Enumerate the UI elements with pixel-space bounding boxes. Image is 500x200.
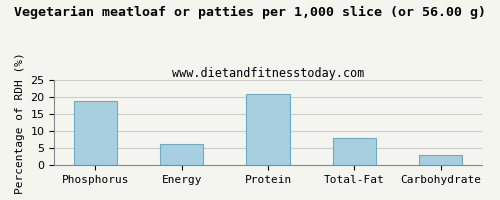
Bar (419, 155, 463, 165)
Bar (333, 138, 376, 165)
Bar (74, 101, 117, 165)
Y-axis label: Percentage of RDH (%): Percentage of RDH (%) (15, 52, 25, 194)
Text: Vegetarian meatloaf or patties per 1,000 slice (or 56.00 g): Vegetarian meatloaf or patties per 1,000… (14, 6, 486, 19)
Bar (246, 94, 290, 165)
Bar (160, 144, 204, 165)
Title: www.dietandfitnesstoday.com: www.dietandfitnesstoday.com (172, 67, 364, 80)
